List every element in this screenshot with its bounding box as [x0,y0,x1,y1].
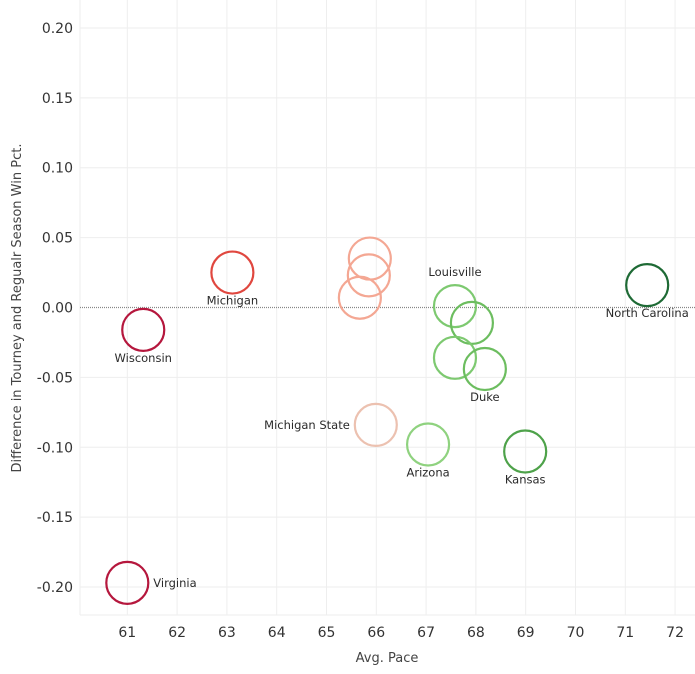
y-tick-label: -0.05 [37,370,73,386]
data-point-unlabeled-9[interactable] [432,335,478,380]
data-point-arizona[interactable] [405,422,451,467]
point-label: Duke [470,390,499,404]
point-labels: Virginia Wisconsin Michigan Michigan State L… [115,265,689,590]
data-points [105,236,670,605]
x-tick-label: 64 [268,625,286,641]
data-point-north-carolina[interactable] [625,263,670,308]
point-label: Michigan [207,294,259,308]
y-axis-ticks: 0.20 0.15 0.10 0.05 0.00 -0.05 -0.10 -0.15 -0.20 [37,21,73,596]
y-tick-label: -0.20 [37,580,73,596]
y-gridlines [80,27,695,616]
x-axis-title: Avg. Pace [356,651,419,666]
x-tick-label: 72 [666,625,684,641]
data-point-michigan[interactable] [210,250,255,295]
x-tick-label: 65 [318,625,336,641]
point-label: Virginia [153,576,196,590]
x-tick-label: 67 [417,625,435,641]
y-tick-label: 0.15 [42,91,73,107]
y-tick-label: 0.20 [42,21,73,37]
point-label: Wisconsin [115,351,172,365]
point-label: North Carolina [606,306,689,320]
point-label: Michigan State [264,418,350,432]
data-point-unlabeled-5[interactable] [337,275,382,320]
x-tick-label: 63 [218,625,236,641]
data-point-wisconsin[interactable] [121,307,166,352]
x-tick-label: 62 [168,625,186,641]
x-tick-label: 70 [567,625,585,641]
data-point-kansas[interactable] [503,429,548,474]
y-tick-label: 0.00 [42,301,73,317]
point-label: Arizona [406,465,449,479]
x-tick-label: 66 [367,625,385,641]
data-point-duke[interactable] [462,346,507,392]
y-tick-label: 0.10 [42,161,73,177]
data-point-virginia[interactable] [105,560,150,605]
data-point-louisville[interactable] [432,284,478,329]
point-label: Louisville [428,265,481,279]
data-point-unlabeled-4[interactable] [346,253,391,298]
y-tick-label: -0.15 [37,510,73,526]
x-tick-label: 68 [467,625,485,641]
y-tick-label: -0.10 [37,440,73,456]
x-tick-label: 71 [616,625,634,641]
data-point-michigan-state[interactable] [353,402,398,448]
y-axis-title: Difference in Tourney and Regualr Season… [10,144,25,473]
x-tick-label: 69 [517,625,535,641]
x-tick-label: 61 [118,625,136,641]
y-tick-label: 0.05 [42,231,73,247]
x-axis-ticks: 61 62 63 64 65 66 67 68 69 70 71 72 [118,625,684,641]
point-label: Kansas [505,472,546,486]
